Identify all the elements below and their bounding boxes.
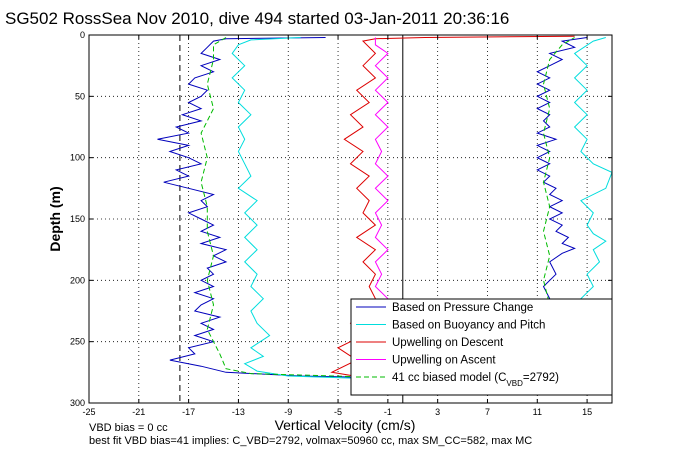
- x-axis-label: Vertical Velocity (cm/s): [275, 417, 416, 433]
- series-line: [157, 37, 376, 379]
- x-tick-label: -5: [334, 407, 342, 417]
- x-tick-label: 11: [533, 407, 542, 417]
- y-axis-label: Depth (m): [47, 186, 63, 251]
- legend-label: Upwelling on Descent: [392, 337, 504, 349]
- footer-bias-note: VBD bias = 0 cc: [89, 422, 168, 434]
- x-tick-label: -13: [232, 407, 245, 417]
- x-tick-label: -9: [284, 407, 292, 417]
- legend-label: Based on Buoyancy and Pitch: [392, 320, 545, 332]
- y-tick-label: 50: [75, 91, 85, 101]
- y-tick-label: 200: [70, 275, 85, 285]
- x-tick-label: 15: [582, 407, 592, 417]
- legend-label: Based on Pressure Change: [392, 302, 533, 314]
- x-tick-label: 3: [435, 407, 440, 417]
- x-tick-label: 7: [485, 407, 490, 417]
- y-tick-label: 100: [70, 153, 85, 163]
- legend-box: [350, 298, 613, 396]
- x-tick-label: -1: [384, 407, 392, 417]
- chart-title: SG502 RossSea Nov 2010, dive 494 started…: [5, 9, 509, 28]
- legend: Based on Pressure Change Based on Buoyanc…: [350, 298, 613, 396]
- series-line: [231, 37, 388, 381]
- y-tick-label: 150: [70, 214, 85, 224]
- x-axis-ticks: -25 -21 -17 -13 -9 -5 -1 3 7 11 15: [82, 35, 592, 417]
- y-tick-label: 0: [80, 30, 85, 40]
- y-tick-label: 250: [70, 337, 85, 347]
- y-axis-ticks: 0 50 100 150 200 250 300: [70, 30, 612, 408]
- grid: [89, 35, 612, 403]
- x-tick-label: -17: [182, 407, 195, 417]
- footer-fit-note: best fit VBD bias=41 implies: C_VBD=2792…: [89, 435, 532, 447]
- y-tick-label: 300: [70, 398, 85, 408]
- legend-label: Upwelling on Ascent: [392, 355, 496, 367]
- series-line: [200, 37, 376, 378]
- x-tick-label: -21: [132, 407, 145, 417]
- x-tick-label: -25: [82, 407, 95, 417]
- legend-entries: Based on Pressure Change Based on Buoyanc…: [356, 302, 559, 388]
